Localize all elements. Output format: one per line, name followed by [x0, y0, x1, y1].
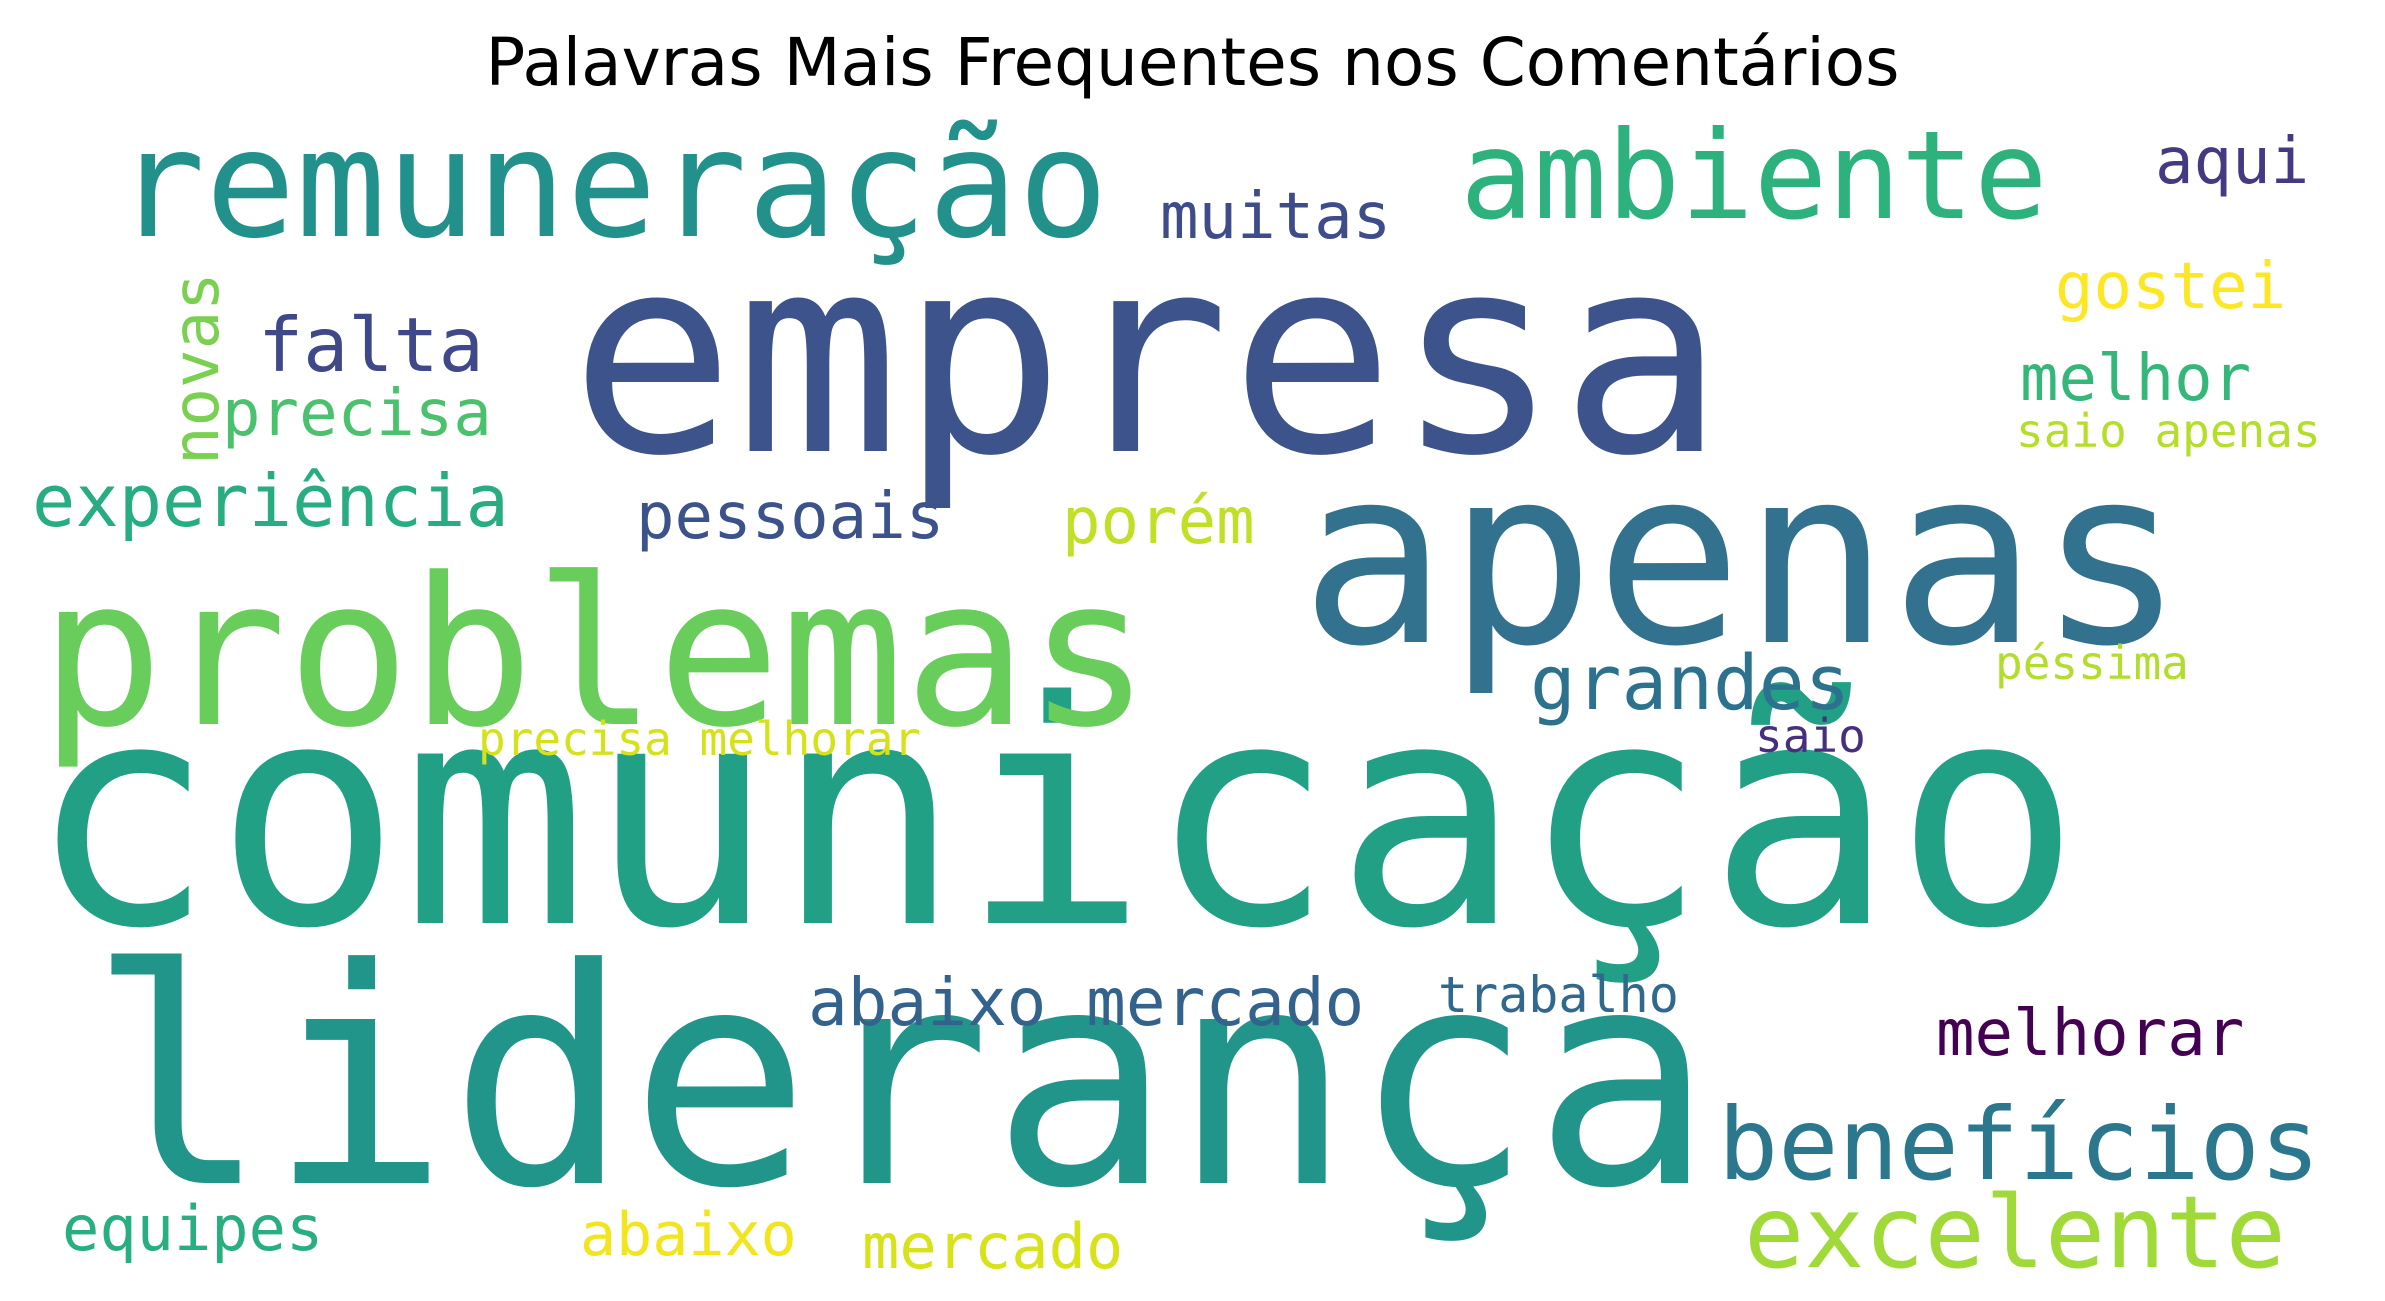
- cloud-word: problemas: [40, 535, 1151, 773]
- chart-title: Palavras Mais Frequentes nos Comentários: [485, 24, 1900, 101]
- cloud-word: empresa: [570, 197, 1725, 516]
- cloud-word: porém: [1062, 485, 1255, 559]
- cloud-word: falta: [258, 301, 484, 389]
- cloud-word: péssima: [1995, 636, 2189, 690]
- cloud-word: aqui: [2155, 125, 2310, 199]
- cloud-word: ambiente: [1460, 105, 2048, 247]
- cloud-word: apenas: [1300, 415, 2186, 700]
- cloud-word: saio apenas: [2016, 404, 2321, 458]
- cloud-word: novas: [160, 272, 234, 465]
- cloud-word: benefícios: [1718, 1086, 2321, 1203]
- cloud-word: excelente: [1744, 1174, 2286, 1291]
- cloud-word: grandes: [1530, 638, 1851, 727]
- cloud-word: liderança: [88, 905, 1714, 1254]
- cloud-word: melhor: [2020, 342, 2252, 416]
- cloud-word: pessoais: [636, 480, 945, 554]
- cloud-word: gostei: [2055, 250, 2287, 324]
- cloud-word: precisa: [222, 377, 492, 451]
- cloud-word: melhorar: [1936, 997, 2245, 1071]
- cloud-word: equipes: [62, 1192, 324, 1265]
- cloud-word: trabalho: [1438, 966, 1679, 1024]
- cloud-word: abaixo: [580, 1200, 797, 1270]
- cloud-word: mercado: [862, 1210, 1124, 1283]
- cloud-word: experiência: [32, 459, 509, 543]
- cloud-word: precisa melhorar: [478, 712, 922, 766]
- cloud-word: muitas: [1160, 180, 1392, 254]
- cloud-word: comunicação: [28, 636, 2081, 997]
- cloud-word: abaixo mercado: [808, 964, 1365, 1041]
- cloud-word: saio: [1755, 709, 1866, 763]
- cloud-word: remuneração: [115, 98, 1109, 272]
